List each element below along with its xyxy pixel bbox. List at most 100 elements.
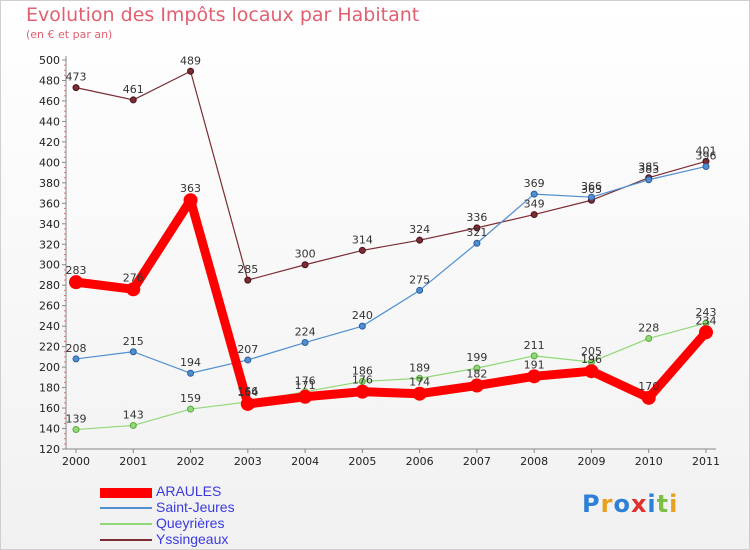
data-label-araules: 191 bbox=[524, 358, 545, 371]
data-labels-layer: 473 461 489 285 300 314 324 336 349 363 385 401 208 2… bbox=[66, 54, 717, 425]
data-label-queyri-res: 176 bbox=[295, 375, 316, 388]
data-point-saint-jeures bbox=[530, 190, 538, 198]
y-tick-label: 120 bbox=[39, 443, 60, 456]
data-label-yssingeaux: 285 bbox=[237, 263, 258, 276]
x-tick-label: 2000 bbox=[62, 455, 90, 468]
data-label-araules: 171 bbox=[295, 379, 316, 392]
data-point-saint-jeures bbox=[72, 355, 80, 363]
y-tick-label: 220 bbox=[39, 341, 60, 354]
data-label-araules: 176 bbox=[352, 374, 373, 387]
data-point-araules bbox=[240, 396, 255, 411]
legend-item-saint-jeures: Saint-Jeures bbox=[100, 499, 320, 516]
series-line-saint-jeures bbox=[75, 165, 707, 374]
data-label-yssingeaux: 300 bbox=[295, 248, 316, 261]
series-layer bbox=[69, 67, 713, 434]
data-label-saint-jeures: 366 bbox=[581, 180, 602, 193]
data-label-yssingeaux: 401 bbox=[696, 144, 717, 157]
data-label-saint-jeures: 396 bbox=[696, 149, 717, 162]
logo-letter: i bbox=[669, 490, 679, 518]
logo-letter: x bbox=[630, 490, 648, 518]
data-point-araules bbox=[183, 193, 198, 208]
x-tick-label: 2008 bbox=[520, 455, 548, 468]
data-label-yssingeaux: 363 bbox=[581, 183, 602, 196]
data-label-yssingeaux: 324 bbox=[409, 223, 430, 236]
y-tick-label: 280 bbox=[39, 279, 60, 292]
data-label-saint-jeures: 321 bbox=[466, 226, 487, 239]
series-line-yssingeaux bbox=[75, 70, 707, 281]
data-label-yssingeaux: 473 bbox=[66, 71, 87, 84]
data-point-araules bbox=[699, 325, 713, 340]
data-point-saint-jeures bbox=[187, 369, 195, 377]
data-label-araules: 234 bbox=[696, 314, 717, 327]
data-label-saint-jeures: 215 bbox=[123, 335, 144, 348]
logo-letter: P bbox=[582, 490, 601, 518]
data-label-queyri-res: 139 bbox=[66, 413, 87, 426]
logo-letter: t bbox=[656, 490, 670, 518]
data-label-queyri-res: 159 bbox=[180, 392, 201, 405]
data-label-queyri-res: 189 bbox=[409, 361, 430, 374]
y-tick-label: 500 bbox=[39, 54, 60, 67]
data-label-queyri-res: 166 bbox=[237, 385, 258, 398]
y-tick-label: 160 bbox=[39, 402, 60, 415]
data-point-yssingeaux bbox=[358, 246, 366, 254]
logo-letter: r bbox=[600, 490, 614, 518]
y-tick-label: 340 bbox=[39, 218, 60, 231]
data-label-yssingeaux: 349 bbox=[524, 198, 545, 211]
data-point-araules bbox=[69, 275, 83, 290]
data-point-saint-jeures bbox=[416, 286, 424, 294]
data-label-queyri-res: 143 bbox=[123, 408, 144, 421]
x-tick-label: 2007 bbox=[463, 455, 491, 468]
x-tick-label: 2005 bbox=[348, 455, 376, 468]
legend-item-araules: ARAULES bbox=[100, 483, 320, 500]
legend-swatch-saint-jeures bbox=[100, 507, 152, 509]
data-label-araules: 363 bbox=[180, 182, 201, 195]
y-tick-label: 400 bbox=[39, 156, 60, 169]
data-label-queyri-res: 186 bbox=[352, 364, 373, 377]
proxiti-logo: Proxiti bbox=[582, 490, 678, 518]
y-tick-label: 240 bbox=[39, 320, 60, 333]
series-line-queyri-res bbox=[75, 322, 707, 431]
legend-label-saint-jeures: Saint-Jeures bbox=[156, 499, 235, 515]
data-point-yssingeaux bbox=[416, 236, 424, 244]
data-point-saint-jeures bbox=[129, 348, 137, 356]
x-tick-label: 2006 bbox=[406, 455, 434, 468]
y-tick-label: 480 bbox=[39, 74, 60, 87]
data-point-saint-jeures bbox=[244, 356, 252, 364]
data-point-yssingeaux bbox=[473, 224, 481, 232]
data-point-araules bbox=[355, 384, 370, 399]
data-point-queyri-res bbox=[129, 421, 137, 429]
legend-label-queyrieres: Queyrières bbox=[156, 515, 225, 531]
data-point-araules bbox=[469, 378, 484, 393]
data-label-queyri-res: 243 bbox=[696, 306, 717, 319]
data-point-araules bbox=[412, 386, 427, 401]
data-point-queyri-res bbox=[645, 334, 653, 342]
logo-letter: o bbox=[613, 490, 631, 518]
y-tick-label: 200 bbox=[39, 361, 60, 374]
data-label-saint-jeures: 369 bbox=[524, 177, 545, 190]
data-label-araules: 196 bbox=[581, 353, 602, 366]
data-label-saint-jeures: 240 bbox=[352, 309, 373, 322]
data-label-araules: 283 bbox=[66, 264, 87, 277]
y-tick-label: 140 bbox=[39, 423, 60, 436]
data-label-queyri-res: 199 bbox=[466, 351, 487, 364]
legend-swatch-yssingeaux bbox=[100, 539, 152, 541]
data-point-yssingeaux bbox=[187, 67, 195, 75]
data-point-araules bbox=[641, 390, 656, 405]
y-tick-label: 420 bbox=[39, 136, 60, 149]
data-point-yssingeaux bbox=[72, 84, 80, 92]
data-label-saint-jeures: 194 bbox=[180, 356, 201, 369]
data-label-saint-jeures: 383 bbox=[638, 163, 659, 176]
data-point-queyri-res bbox=[187, 405, 195, 413]
data-point-yssingeaux bbox=[301, 261, 309, 269]
data-label-araules: 170 bbox=[638, 380, 659, 393]
data-label-araules: 276 bbox=[123, 271, 144, 284]
y-tick-label: 180 bbox=[39, 382, 60, 395]
data-point-queyri-res bbox=[72, 426, 80, 434]
data-label-queyri-res: 228 bbox=[638, 321, 659, 334]
data-label-yssingeaux: 336 bbox=[466, 211, 487, 224]
data-point-saint-jeures bbox=[358, 322, 366, 330]
legend: ARAULES Saint-Jeures Queyrières Yssingea… bbox=[100, 483, 320, 548]
data-point-araules bbox=[126, 282, 141, 297]
data-label-saint-jeures: 207 bbox=[237, 343, 258, 356]
